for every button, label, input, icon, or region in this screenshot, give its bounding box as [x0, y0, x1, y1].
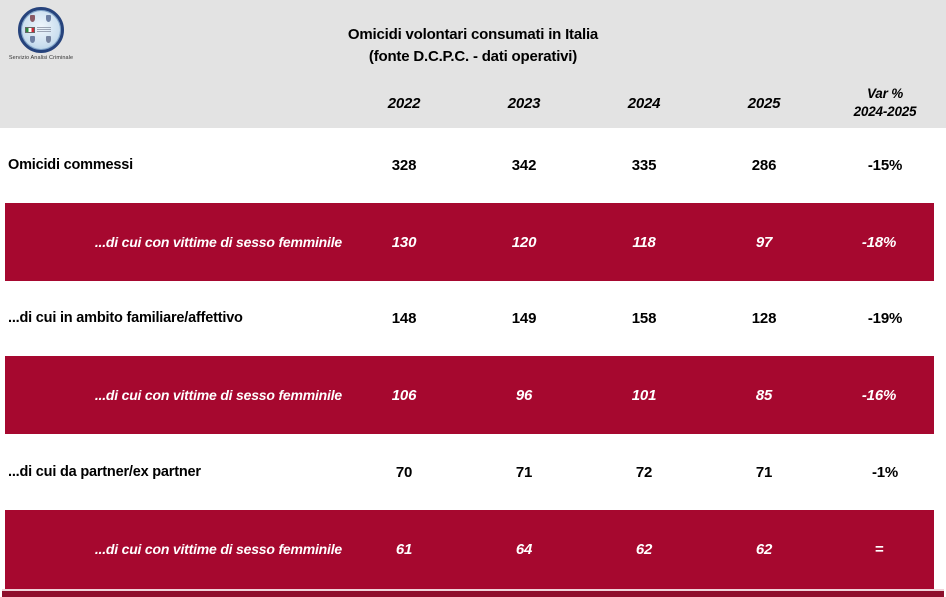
col-header-2024: 2024 — [627, 94, 661, 112]
cell-2025: 97 — [755, 233, 773, 251]
cell-var: -1% — [871, 463, 899, 481]
cell-2022: 70 — [395, 463, 413, 481]
table-row-omicidi-commessi: Omicidi commessi 328 342 335 286 -15% — [0, 128, 946, 203]
cell-2024: 118 — [632, 233, 656, 251]
cell-2022: 130 — [391, 233, 417, 251]
cell-2024: 335 — [631, 157, 657, 174]
title-line-2: (fonte D.C.P.C. - dati operativi) — [368, 47, 578, 65]
cell-2022: 148 — [391, 310, 417, 327]
cell-2025: 71 — [755, 463, 773, 481]
var-header-line-2: 2024-2025 — [853, 104, 917, 119]
table-bottom-border — [2, 591, 944, 597]
table-row-partner: ...di cui da partner/ex partner 70 71 72… — [0, 434, 946, 510]
row-label: ...di cui con vittime di sesso femminile — [94, 233, 342, 250]
cell-2025: 62 — [755, 541, 773, 558]
cell-var: = — [874, 541, 884, 558]
col-header-var: Var % 2024-2025 — [824, 85, 946, 120]
col-header-2023: 2023 — [507, 94, 541, 112]
cell-2022: 328 — [391, 157, 417, 174]
title-line-1: Omicidi volontari consumati in Italia — [347, 26, 599, 43]
cell-2023: 96 — [515, 386, 533, 404]
cell-2023: 120 — [511, 233, 537, 251]
table-row-vittime-femminili: ...di cui con vittime di sesso femminile… — [5, 356, 934, 434]
cell-2024: 101 — [631, 386, 657, 404]
bottom-separator — [2, 589, 944, 591]
col-header-2022: 2022 — [387, 94, 421, 112]
row-label: ...di cui da partner/ex partner — [8, 463, 201, 480]
cell-2023: 342 — [511, 157, 537, 174]
emblem-text-lines — [37, 27, 51, 33]
cell-2022: 106 — [391, 386, 417, 404]
table-header: Servizio Analisi Criminale Omicidi volon… — [0, 0, 946, 128]
table-title: Omicidi volontari consumati in Italia (f… — [0, 24, 946, 68]
row-label: ...di cui in ambito familiare/affettivo — [8, 310, 243, 327]
cell-2024: 72 — [635, 463, 653, 481]
crest-icon — [46, 15, 51, 22]
cell-2025: 286 — [751, 157, 777, 174]
cell-2023: 64 — [515, 541, 533, 558]
crest-icon — [30, 15, 35, 22]
cell-var: -18% — [861, 233, 897, 251]
table-row-vittime-femminili: ...di cui con vittime di sesso femminile… — [5, 510, 934, 589]
italian-flag-icon — [25, 27, 35, 33]
servizio-analisi-criminale-logo: Servizio Analisi Criminale — [8, 7, 74, 61]
crest-icon — [30, 36, 35, 43]
cell-var: -16% — [861, 386, 897, 404]
var-header-line-1: Var % — [866, 86, 904, 102]
col-header-2025: 2025 — [747, 94, 781, 112]
cell-2025: 128 — [751, 310, 777, 327]
cell-2023: 149 — [511, 310, 537, 327]
table-row-ambito-familiare: ...di cui in ambito familiare/affettivo … — [0, 281, 946, 356]
cell-var: -19% — [867, 310, 903, 327]
cell-2023: 71 — [515, 463, 533, 481]
cell-2024: 158 — [631, 310, 657, 327]
crest-icon — [46, 36, 51, 43]
row-label: Omicidi commessi — [8, 157, 133, 174]
cell-2024: 62 — [635, 541, 653, 558]
cell-2025: 85 — [755, 386, 773, 404]
row-label: ...di cui con vittime di sesso femminile — [94, 541, 342, 558]
column-header-row: 2022 2023 2024 2025 Var % 2024-2025 — [0, 78, 946, 128]
logo-caption: Servizio Analisi Criminale — [8, 55, 74, 61]
cell-2022: 61 — [395, 541, 413, 558]
table-row-vittime-femminili: ...di cui con vittime di sesso femminile… — [5, 203, 934, 281]
row-label: ...di cui con vittime di sesso femminile — [94, 386, 342, 403]
police-emblem-icon — [18, 7, 64, 53]
cell-var: -15% — [867, 157, 903, 174]
